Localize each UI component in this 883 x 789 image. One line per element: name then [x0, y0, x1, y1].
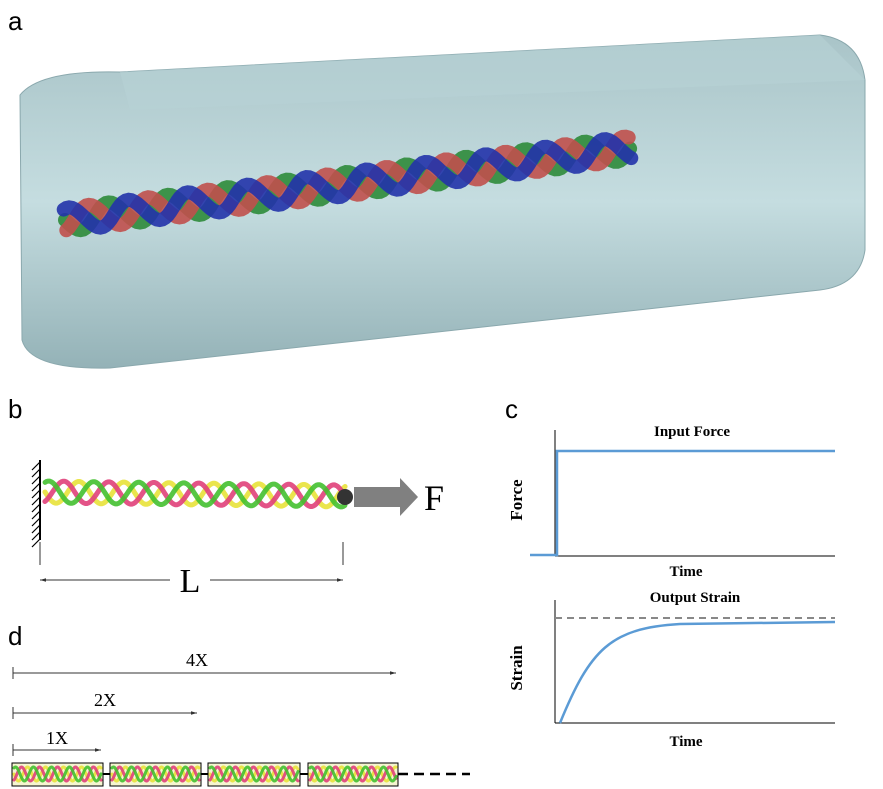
hatch-line [31, 489, 41, 499]
hatch-line [31, 496, 41, 506]
output-curve [558, 620, 836, 724]
protein-helix [56, 129, 639, 238]
strand [42, 478, 348, 509]
scale-label: 4X [186, 650, 208, 670]
chart-title: Output Strain [650, 590, 741, 606]
force-arrow [354, 478, 418, 516]
strand [42, 478, 348, 510]
strand [12, 765, 103, 783]
x-axis-label: Time [669, 564, 702, 580]
strand [110, 765, 201, 783]
y-axis-label: Strain [507, 645, 526, 691]
panel-label: b [8, 394, 22, 424]
scale-label: 2X [94, 690, 116, 710]
hatch-line [31, 503, 41, 513]
strand [12, 765, 103, 783]
x-axis-label: Time [669, 734, 702, 750]
hatch-line [31, 531, 41, 541]
strand [308, 765, 398, 783]
hatch-line [31, 468, 41, 478]
wall-hatch [31, 461, 41, 548]
strand [208, 765, 300, 783]
panel-label: c [505, 394, 518, 424]
strand [56, 132, 639, 235]
hatch-line [31, 461, 41, 471]
strand [208, 765, 300, 783]
hatch-line [31, 510, 41, 520]
box-top [120, 35, 865, 110]
segments [11, 762, 399, 787]
scale-label: 1X [46, 728, 68, 748]
protein-helix [42, 478, 348, 510]
hatch-line [31, 475, 41, 485]
hatch-line [31, 482, 41, 492]
strand [110, 765, 201, 783]
water-box [19, 34, 866, 369]
panel-label: a [8, 6, 23, 36]
strand [308, 765, 398, 783]
hatch-line [31, 538, 41, 548]
y-axis-label: Force [507, 479, 526, 521]
hatch-line [31, 524, 41, 534]
end-bead [337, 489, 353, 505]
hatch-line [31, 517, 41, 527]
force-label: F [424, 478, 444, 518]
chart-title: Input Force [654, 424, 730, 440]
input-curve [530, 449, 835, 557]
panel-label: d [8, 621, 22, 651]
length-label: L [180, 563, 201, 600]
